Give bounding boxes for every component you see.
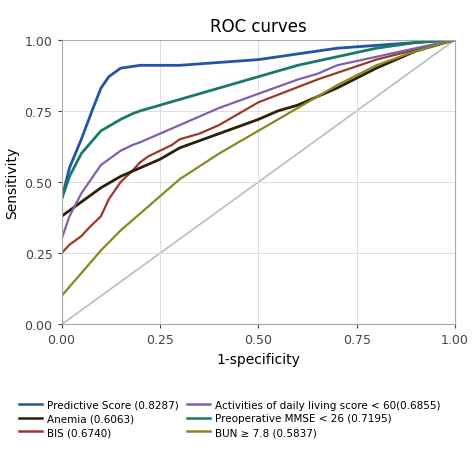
Legend: Predictive Score (0.8287), Anemia (0.6063), BIS (0.6740), Activities of daily li: Predictive Score (0.8287), Anemia (0.606… — [15, 396, 445, 441]
Title: ROC curves: ROC curves — [210, 18, 307, 36]
Y-axis label: Sensitivity: Sensitivity — [5, 147, 19, 219]
X-axis label: 1-specificity: 1-specificity — [217, 352, 300, 366]
